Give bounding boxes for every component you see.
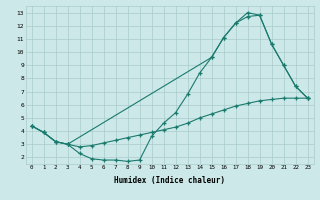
- X-axis label: Humidex (Indice chaleur): Humidex (Indice chaleur): [114, 176, 225, 185]
